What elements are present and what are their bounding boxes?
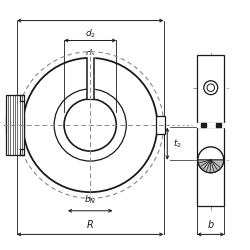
Wedge shape — [198, 160, 224, 173]
Circle shape — [23, 58, 157, 192]
Bar — [156, 116, 165, 134]
Text: $t_2$: $t_2$ — [173, 138, 182, 150]
Text: $b_N$: $b_N$ — [84, 193, 96, 206]
Bar — [197, 56, 224, 122]
Bar — [197, 128, 224, 206]
Text: R: R — [87, 220, 94, 230]
Bar — [201, 122, 206, 128]
Bar — [216, 122, 221, 128]
Bar — [6, 116, 24, 134]
Circle shape — [64, 99, 116, 151]
Circle shape — [204, 81, 218, 95]
Bar — [6, 95, 24, 155]
Circle shape — [198, 147, 224, 173]
Text: $d_1$: $d_1$ — [84, 48, 96, 60]
Text: b: b — [208, 220, 214, 230]
Text: $d_2$: $d_2$ — [85, 28, 96, 40]
